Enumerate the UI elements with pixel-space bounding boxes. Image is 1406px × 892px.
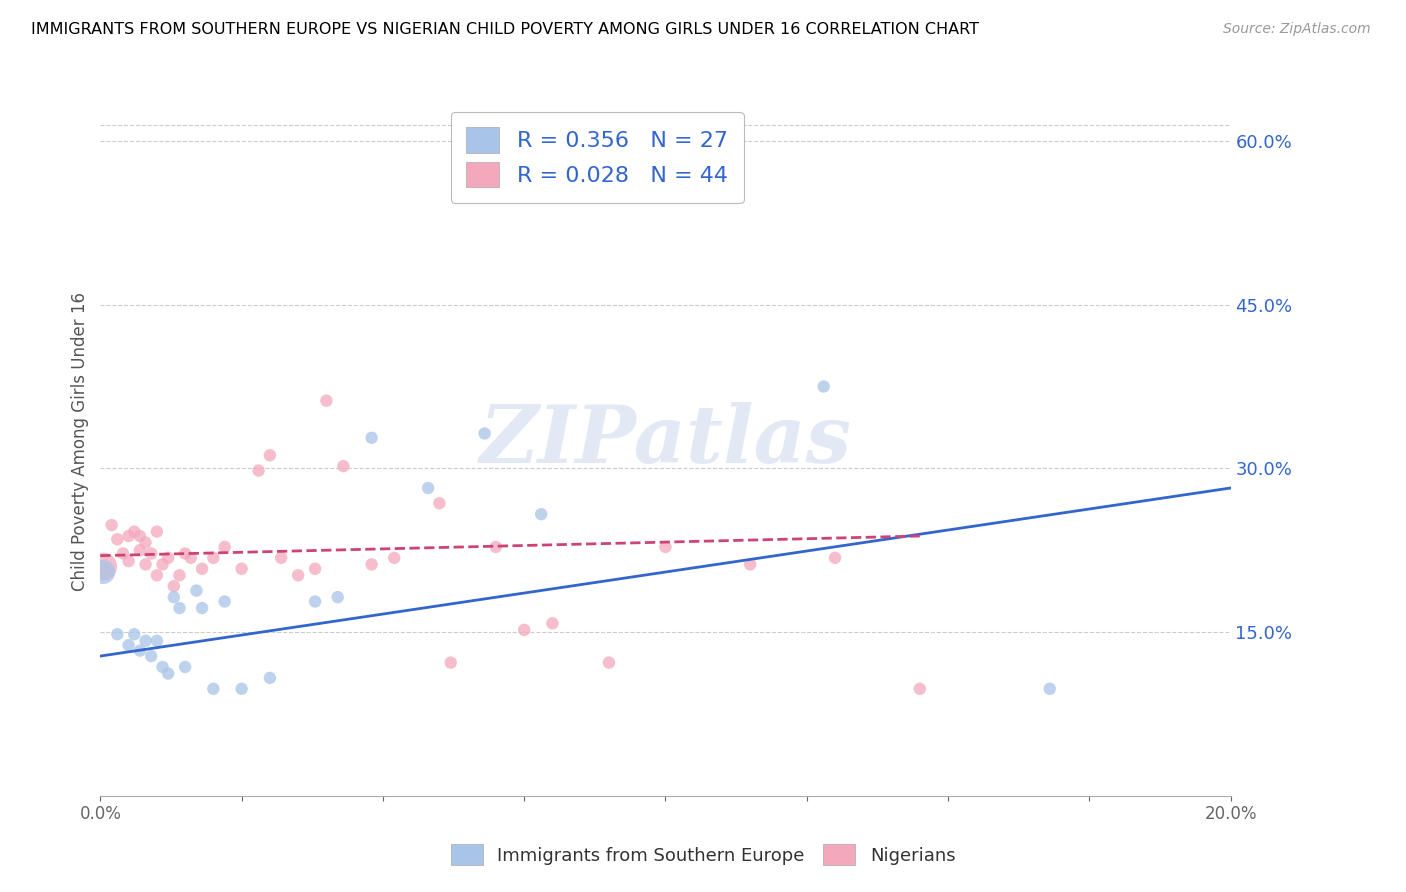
Text: Source: ZipAtlas.com: Source: ZipAtlas.com [1223, 22, 1371, 37]
Point [485, 540, 508, 554]
Point [91, 565, 114, 579]
Point [129, 543, 152, 558]
Point [530, 507, 553, 521]
Point [186, 583, 208, 598]
Point [157, 666, 180, 681]
Point [326, 590, 349, 604]
Point [304, 594, 326, 608]
Point [141, 648, 163, 663]
Point [152, 660, 174, 674]
Text: ZIPatlas: ZIPatlas [479, 402, 852, 480]
Point [202, 550, 225, 565]
Point [174, 660, 197, 674]
Point [169, 568, 191, 582]
Point [813, 379, 835, 393]
Point [382, 550, 405, 565]
Point [129, 529, 152, 543]
Point [440, 656, 463, 670]
Point [105, 533, 128, 547]
Point [117, 554, 139, 568]
Point [270, 550, 292, 565]
Point [146, 633, 169, 648]
Point [908, 681, 931, 696]
Legend: Immigrants from Southern Europe, Nigerians: Immigrants from Southern Europe, Nigeria… [441, 835, 965, 874]
Point [111, 546, 134, 560]
Point [287, 568, 309, 582]
Point [117, 529, 139, 543]
Point [541, 616, 564, 631]
Point [416, 481, 439, 495]
Point [740, 558, 762, 572]
Point [259, 671, 281, 685]
Point [135, 535, 157, 549]
Point [474, 426, 496, 441]
Point [163, 590, 186, 604]
Point [100, 518, 122, 533]
Point [135, 633, 157, 648]
Point [231, 562, 253, 576]
Point [129, 643, 152, 657]
Text: IMMIGRANTS FROM SOUTHERN EUROPE VS NIGERIAN CHILD POVERTY AMONG GIRLS UNDER 16 C: IMMIGRANTS FROM SOUTHERN EUROPE VS NIGER… [31, 22, 979, 37]
Point [146, 568, 169, 582]
Point [202, 681, 225, 696]
Point [315, 393, 337, 408]
Point [360, 558, 382, 572]
Point [247, 463, 270, 477]
Point [259, 448, 281, 462]
Point [304, 562, 326, 576]
Point [191, 601, 214, 615]
Point [122, 524, 145, 539]
Point [824, 550, 846, 565]
Point [135, 558, 157, 572]
Point [1039, 681, 1062, 696]
Point [429, 496, 451, 510]
Point [146, 524, 169, 539]
Point [654, 540, 676, 554]
Point [457, 164, 479, 178]
Point [163, 579, 186, 593]
Point [91, 559, 114, 574]
Point [214, 594, 236, 608]
Point [513, 623, 536, 637]
Point [598, 656, 620, 670]
Point [117, 638, 139, 652]
Point [180, 550, 202, 565]
Point [191, 562, 214, 576]
Point [105, 627, 128, 641]
Point [214, 540, 236, 554]
Point [157, 550, 180, 565]
Point [174, 546, 197, 560]
Point [169, 601, 191, 615]
Point [231, 681, 253, 696]
Point [360, 431, 382, 445]
Point [152, 558, 174, 572]
Point [122, 627, 145, 641]
Y-axis label: Child Poverty Among Girls Under 16: Child Poverty Among Girls Under 16 [72, 292, 89, 591]
Point [141, 546, 163, 560]
Legend: R = 0.356   N = 27, R = 0.028   N = 44: R = 0.356 N = 27, R = 0.028 N = 44 [450, 112, 744, 203]
Point [332, 459, 354, 474]
